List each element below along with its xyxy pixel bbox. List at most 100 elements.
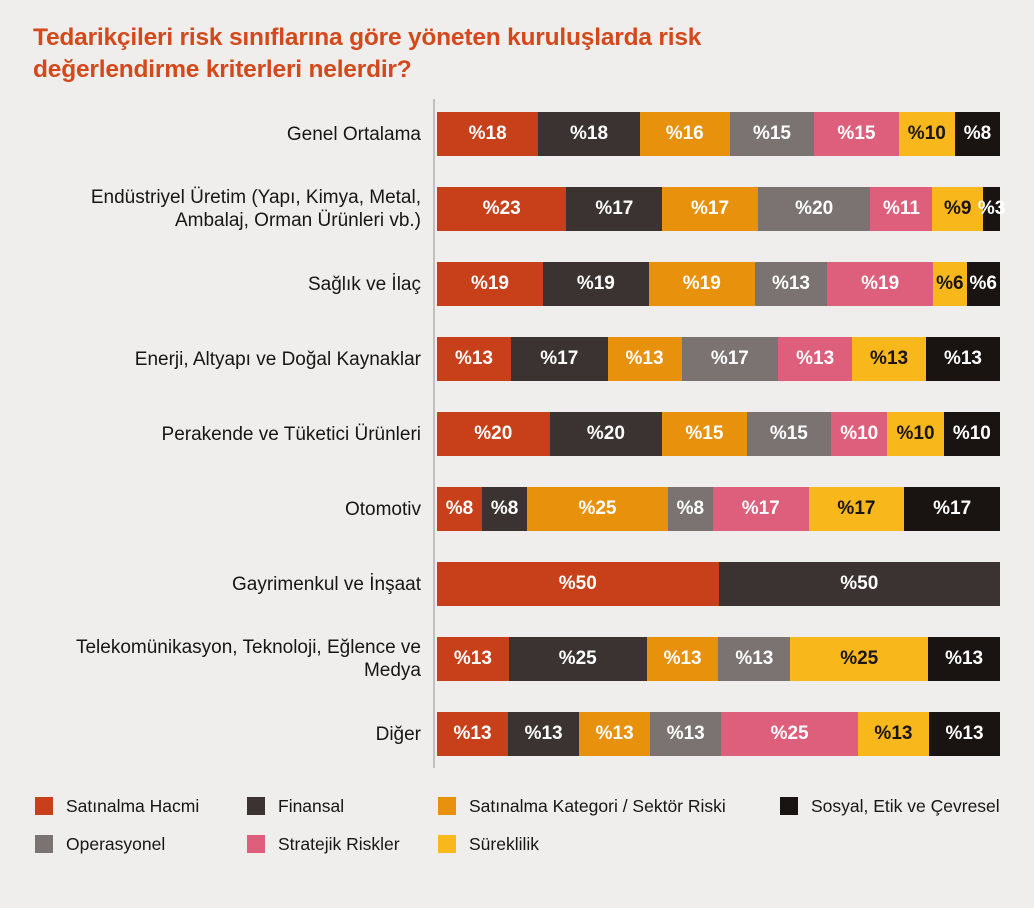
bar-segment-satinalma_kategori: %15	[662, 412, 747, 457]
bar-segment-operasyonel: %17	[681, 337, 779, 382]
legend-item-stratejik: Stratejik Riskler	[247, 834, 438, 855]
bar-segment-satinalma_hacmi: %20	[437, 412, 550, 457]
bar-segment-operasyonel: %13	[718, 637, 791, 682]
row-label: Sağlık ve İlaç	[308, 273, 421, 295]
bar-segment-satinalma_hacmi: %13	[437, 337, 511, 382]
bar-track: %13 %25 %13 %13 %25 %13	[437, 637, 1000, 682]
stacked-bar-chart: Genel Ortalama %18 %18 %16 %15 %15 %10 %8 Endüst…	[33, 97, 1005, 772]
legend-label-satinalma_hacmi: Satınalma Hacmi	[66, 795, 200, 816]
legend-swatch-finansal	[247, 797, 265, 816]
bar-segment-finansal: %8	[482, 487, 528, 532]
bar-track: %20 %20 %15 %15 %10 %10 %10	[437, 412, 1000, 457]
bar-segment-sosyal: %8	[954, 112, 1001, 157]
row-label: Endüstriyel Üretim (Yapı, Kimya, Metal, …	[90, 186, 421, 232]
bar-segment-satinalma_kategori: %16	[639, 112, 730, 157]
bar-segment-satinalma_hacmi: %8	[437, 487, 483, 532]
bar-track: %18 %18 %16 %15 %15 %10 %8	[437, 112, 1001, 157]
bar-segment-sureklilik: %13	[857, 712, 929, 757]
chart-row: Enerji, Altyapı ve Doğal Kaynaklar %13 %17…	[33, 322, 1000, 397]
legend-label-operasyonel: Operasyonel	[66, 833, 166, 854]
bar-segment-sosyal: %17	[904, 487, 1000, 532]
bar-segment-operasyonel: %15	[729, 112, 815, 157]
legend-item-satinalma_hacmi: Satınalma Hacmi	[35, 796, 247, 817]
bar-track: %50 %50	[437, 562, 1000, 607]
bar-segment-stratejik: %15	[814, 112, 899, 157]
bar-segment-sosyal: %13	[926, 337, 1000, 382]
bar-segment-sureklilik: %17	[808, 487, 905, 532]
bar-segment-sureklilik: %6	[933, 262, 967, 307]
bar-segment-operasyonel: %13	[650, 712, 722, 757]
bar-segment-satinalma_hacmi: %18	[437, 112, 539, 157]
legend-swatch-sureklilik	[438, 835, 456, 854]
legend-item-finansal: Finansal	[247, 796, 438, 817]
chart-row: Diğer %13 %13 %13 %13 %25 %13 %13	[33, 697, 1001, 772]
bar-segment-stratejik: %13	[778, 337, 853, 382]
bar-segment-satinalma_hacmi: %13	[437, 712, 509, 757]
y-axis-line	[433, 98, 435, 768]
chart-row: Otomotiv %8 %8 %25 %8 %17 %17 %17	[33, 472, 1000, 547]
bar-segment-sureklilik: %25	[790, 637, 929, 682]
legend-label-finansal: Finansal	[278, 795, 345, 816]
bar-segment-sosyal: %13	[928, 637, 1000, 682]
bar-segment-finansal: %18	[538, 112, 640, 157]
bar-segment-sosyal: %6	[966, 262, 1000, 307]
legend-swatch-stratejik	[247, 835, 265, 854]
bar-track: %8 %8 %25 %8 %17 %17 %17	[437, 487, 1000, 532]
chart-row: Telekomünikasyon, Teknoloji, Eğlence ve …	[33, 622, 1000, 697]
bar-segment-sureklilik: %9	[932, 187, 984, 232]
bar-segment-finansal: %13	[508, 712, 580, 757]
bar-segment-operasyonel: %15	[746, 412, 832, 457]
row-label: Enerji, Altyapı ve Doğal Kaynaklar	[134, 348, 421, 370]
bar-segment-sosyal: %3	[978, 187, 1005, 232]
legend-item-sureklilik: Süreklilik	[438, 834, 780, 855]
chart-row: Endüstriyel Üretim (Yapı, Kimya, Metal, …	[33, 172, 1005, 247]
bar-segment-satinalma_kategori: %17	[662, 187, 758, 232]
chart-rows: Genel Ortalama %18 %18 %16 %15 %15 %10 %8 Endüst…	[33, 97, 1005, 772]
bar-segment-stratejik: %11	[870, 187, 933, 232]
legend-label-stratejik: Stratejik Riskler	[278, 833, 400, 854]
bar-segment-stratejik: %10	[831, 412, 888, 457]
bar-track: %23 %17 %17 %20 %11 %9 %3	[437, 187, 1005, 232]
legend-swatch-satinalma_kategori	[438, 797, 456, 816]
bar-segment-sosyal: %13	[928, 712, 1001, 757]
chart-row: Perakende ve Tüketici Ürünleri %20 %20 %15%…	[33, 397, 1000, 472]
legend-item-satinalma_kategori: Satınalma Kategori / Sektör Riski	[438, 796, 780, 817]
bar-segment-finansal: %20	[549, 412, 663, 457]
bar-segment-stratejik: %19	[827, 262, 934, 307]
bar-segment-finansal: %17	[510, 337, 608, 382]
report-page: Tedarikçileri risk sınıflarına göre yöne…	[0, 22, 1034, 855]
bar-segment-satinalma_kategori: %13	[607, 337, 682, 382]
legend-swatch-operasyonel	[35, 835, 53, 854]
bar-segment-finansal: %25	[508, 637, 647, 682]
legend-item-sosyal: Sosyal, Etik ve Çevresel	[780, 796, 1010, 817]
chart-row: Genel Ortalama %18 %18 %16 %15 %15 %10 %8	[33, 97, 1001, 172]
bar-segment-satinalma_hacmi: %13	[437, 637, 509, 682]
bar-segment-finansal: %19	[542, 262, 649, 307]
row-label: Telekomünikasyon, Teknoloji, Eğlence ve …	[75, 636, 421, 682]
row-label: Diğer	[375, 723, 421, 745]
bar-track: %13 %17 %13 %17 %13 %13 %13	[437, 337, 1000, 382]
bar-segment-satinalma_kategori: %13	[646, 637, 719, 682]
bar-segment-finansal: %17	[566, 187, 663, 232]
row-label: Gayrimenkul ve İnşaat	[231, 573, 421, 595]
chart-row: Gayrimenkul ve İnşaat %50 %50	[33, 547, 1000, 622]
chart-title: Tedarikçileri risk sınıflarına göre yöne…	[33, 24, 702, 84]
bar-segment-satinalma_hacmi: %50	[437, 562, 719, 607]
row-label: Perakende ve Tüketici Ürünleri	[161, 423, 421, 445]
bar-segment-stratejik: %25	[721, 712, 858, 757]
bar-segment-satinalma_kategori: %19	[648, 262, 755, 307]
bar-segment-operasyonel: %20	[757, 187, 871, 232]
bar-track: %13 %13 %13 %13 %25 %13 %13	[437, 712, 1001, 757]
bar-segment-operasyonel: %8	[667, 487, 713, 532]
bar-segment-sureklilik: %10	[887, 412, 944, 457]
legend-label-satinalma_kategori: Satınalma Kategori / Sektör Riski	[469, 795, 726, 816]
bar-segment-operasyonel: %13	[754, 262, 828, 307]
bar-track: %19 %19 %19 %13 %19 %6 %6	[437, 262, 1000, 307]
legend-swatch-satinalma_hacmi	[35, 797, 53, 816]
chart-legend: Satınalma Hacmi Finansal Satınalma Kategor…	[35, 796, 1010, 855]
bar-segment-satinalma_kategori: %25	[527, 487, 668, 532]
legend-item-operasyonel: Operasyonel	[35, 834, 247, 855]
bar-segment-sosyal: %10	[943, 412, 1000, 457]
row-label: Genel Ortalama	[286, 123, 421, 145]
bar-segment-satinalma_hacmi: %23	[437, 187, 567, 232]
